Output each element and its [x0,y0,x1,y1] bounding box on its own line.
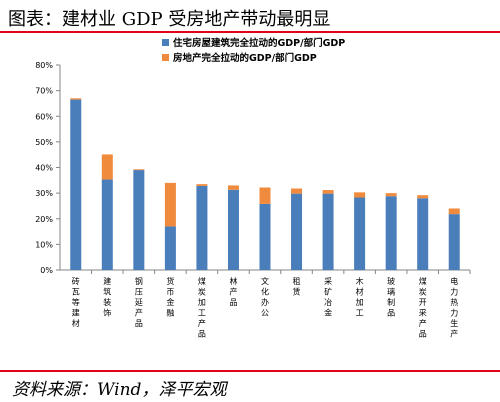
bar-housing [101,179,113,270]
y-tick-label: 80% [35,61,53,70]
x-category-label: 玻璃制品 [387,276,395,318]
bar-housing [385,196,397,270]
bar-real-estate [322,190,334,194]
legend-label-housing: 住宅房屋建筑完全拉动的GDP/部门GDP [173,37,345,49]
bar-housing [164,226,176,270]
y-tick-label: 40% [35,164,53,173]
x-category-label: 砖瓦等建材 [72,276,80,328]
x-category-label: 木材加工 [356,276,364,318]
x-category-label: 电力热力生产 [450,276,458,339]
y-tick-label: 30% [35,189,53,198]
x-category-label: 采矿冶金 [324,276,332,318]
y-tick-label: 60% [35,112,53,121]
bar-real-estate [101,154,113,180]
bar-real-estate [133,169,145,171]
chart-title: 图表：建材业 GDP 受房地产带动最明显 [8,9,331,30]
bar-housing [322,193,334,270]
bar-real-estate [385,193,397,197]
bar-housing [133,170,145,270]
bar-housing [417,198,429,270]
x-category-label: 租赁 [293,277,301,297]
title-bar: 图表：建材业 GDP 受房地产带动最明显 [0,0,500,30]
bar-housing [448,214,460,270]
source-note: 资料来源：Wind，泽平宏观 [12,380,227,400]
stacked-bar-chart: 0% 10% 20% 30% 40% 50% 60% 70% 80% 砖瓦等建材 建筑装饰 钢压延产品… [35,37,471,339]
y-tick-label: 70% [35,87,53,96]
y-tick-label: 20% [35,215,53,224]
legend-swatch-housing [162,39,169,46]
bar-real-estate [196,184,208,186]
bar-housing [227,189,239,270]
legend-label-real-estate: 房地产完全拉动的GDP/部门GDP [173,52,317,64]
bar-housing [196,185,208,270]
x-category-label: 文化办公 [261,276,269,318]
legend-swatch-real-estate [162,54,169,61]
bottom-rule [0,370,500,372]
bar-housing [259,203,271,270]
x-category-label: 煤炭加工产品 [198,276,206,339]
bar-real-estate [291,188,303,194]
bar-real-estate [70,98,82,100]
bar-real-estate [448,208,460,215]
bar-real-estate [259,187,271,204]
bar-housing [354,197,366,270]
bar-housing [291,193,303,270]
y-tick-label: 50% [35,138,53,147]
bar-housing [70,99,82,270]
top-rule [0,31,500,33]
x-category-label: 货币金融 [166,276,174,318]
x-category-label: 林产品 [229,276,237,307]
bar-real-estate [164,182,176,227]
bar-real-estate [354,192,366,198]
bar-real-estate [417,195,429,199]
y-tick-label: 10% [35,240,53,249]
x-category-label: 钢压延产品 [135,276,143,328]
bar-real-estate [227,185,239,190]
x-category-label: 煤炭开采产品 [419,276,427,339]
y-tick-label: 0% [40,266,53,275]
x-category-label: 建筑装饰 [103,276,111,318]
